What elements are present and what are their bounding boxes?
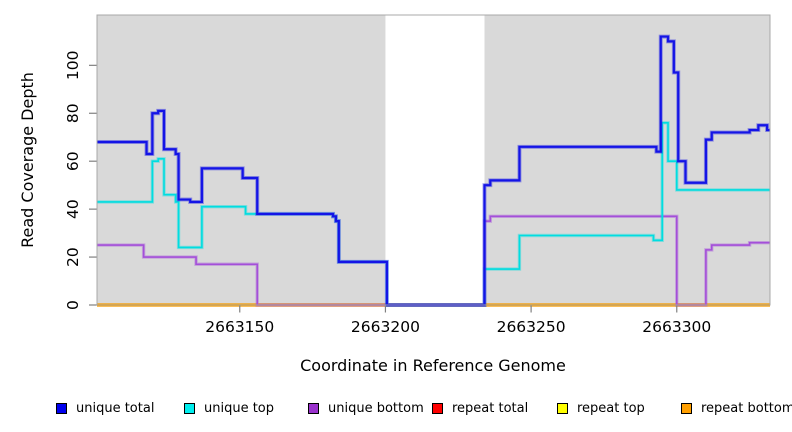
x-axis-title: Coordinate in Reference Genome xyxy=(300,356,566,375)
axes-layer: 2663150 2663200 2663250 2663300 0 20 40 60 80 100 xyxy=(64,14,771,336)
legend-label: unique top xyxy=(204,400,275,416)
legend-item-repeat-bottom: repeat bottom xyxy=(681,398,792,418)
legend: unique total unique top unique bottom repea… xyxy=(0,398,792,424)
legend-swatch-unique-bottom xyxy=(308,402,319,414)
y-tick-label: 80 xyxy=(64,103,82,123)
legend-item-repeat-total: repeat total xyxy=(432,398,528,418)
legend-label: repeat total xyxy=(452,400,529,416)
series-line-unique-bottom xyxy=(97,215,770,306)
legend-swatch-repeat-bottom xyxy=(681,402,692,414)
y-tick-label: 40 xyxy=(64,199,82,219)
legend-item-unique-total: unique total xyxy=(56,398,154,418)
plot-border xyxy=(96,14,771,306)
x-tick-label: 2663200 xyxy=(351,318,420,336)
y-tick-label: 20 xyxy=(64,247,82,267)
legend-label: repeat top xyxy=(577,400,645,416)
legend-swatch-unique-top xyxy=(184,402,195,414)
legend-item-unique-top: unique top xyxy=(184,398,274,418)
legend-swatch-repeat-top xyxy=(557,402,568,414)
legend-swatch-repeat-total xyxy=(432,402,443,414)
legend-label: unique total xyxy=(76,400,155,416)
legend-label: repeat bottom xyxy=(701,400,792,416)
legend-item-repeat-top: repeat top xyxy=(557,398,645,418)
x-tick-label: 2663150 xyxy=(205,318,274,336)
y-axis-title: Read Coverage Depth xyxy=(18,72,37,248)
legend-swatch-unique-total xyxy=(56,402,67,414)
masked-region xyxy=(484,15,770,305)
x-tick-label: 2663300 xyxy=(642,318,711,336)
legend-label: unique bottom xyxy=(328,400,424,416)
y-tick-label: 100 xyxy=(64,51,82,81)
legend-item-unique-bottom: unique bottom xyxy=(308,398,424,418)
x-tick-label: 2663250 xyxy=(497,318,566,336)
y-tick-label: 0 xyxy=(64,300,82,310)
y-tick-label: 60 xyxy=(64,151,82,171)
